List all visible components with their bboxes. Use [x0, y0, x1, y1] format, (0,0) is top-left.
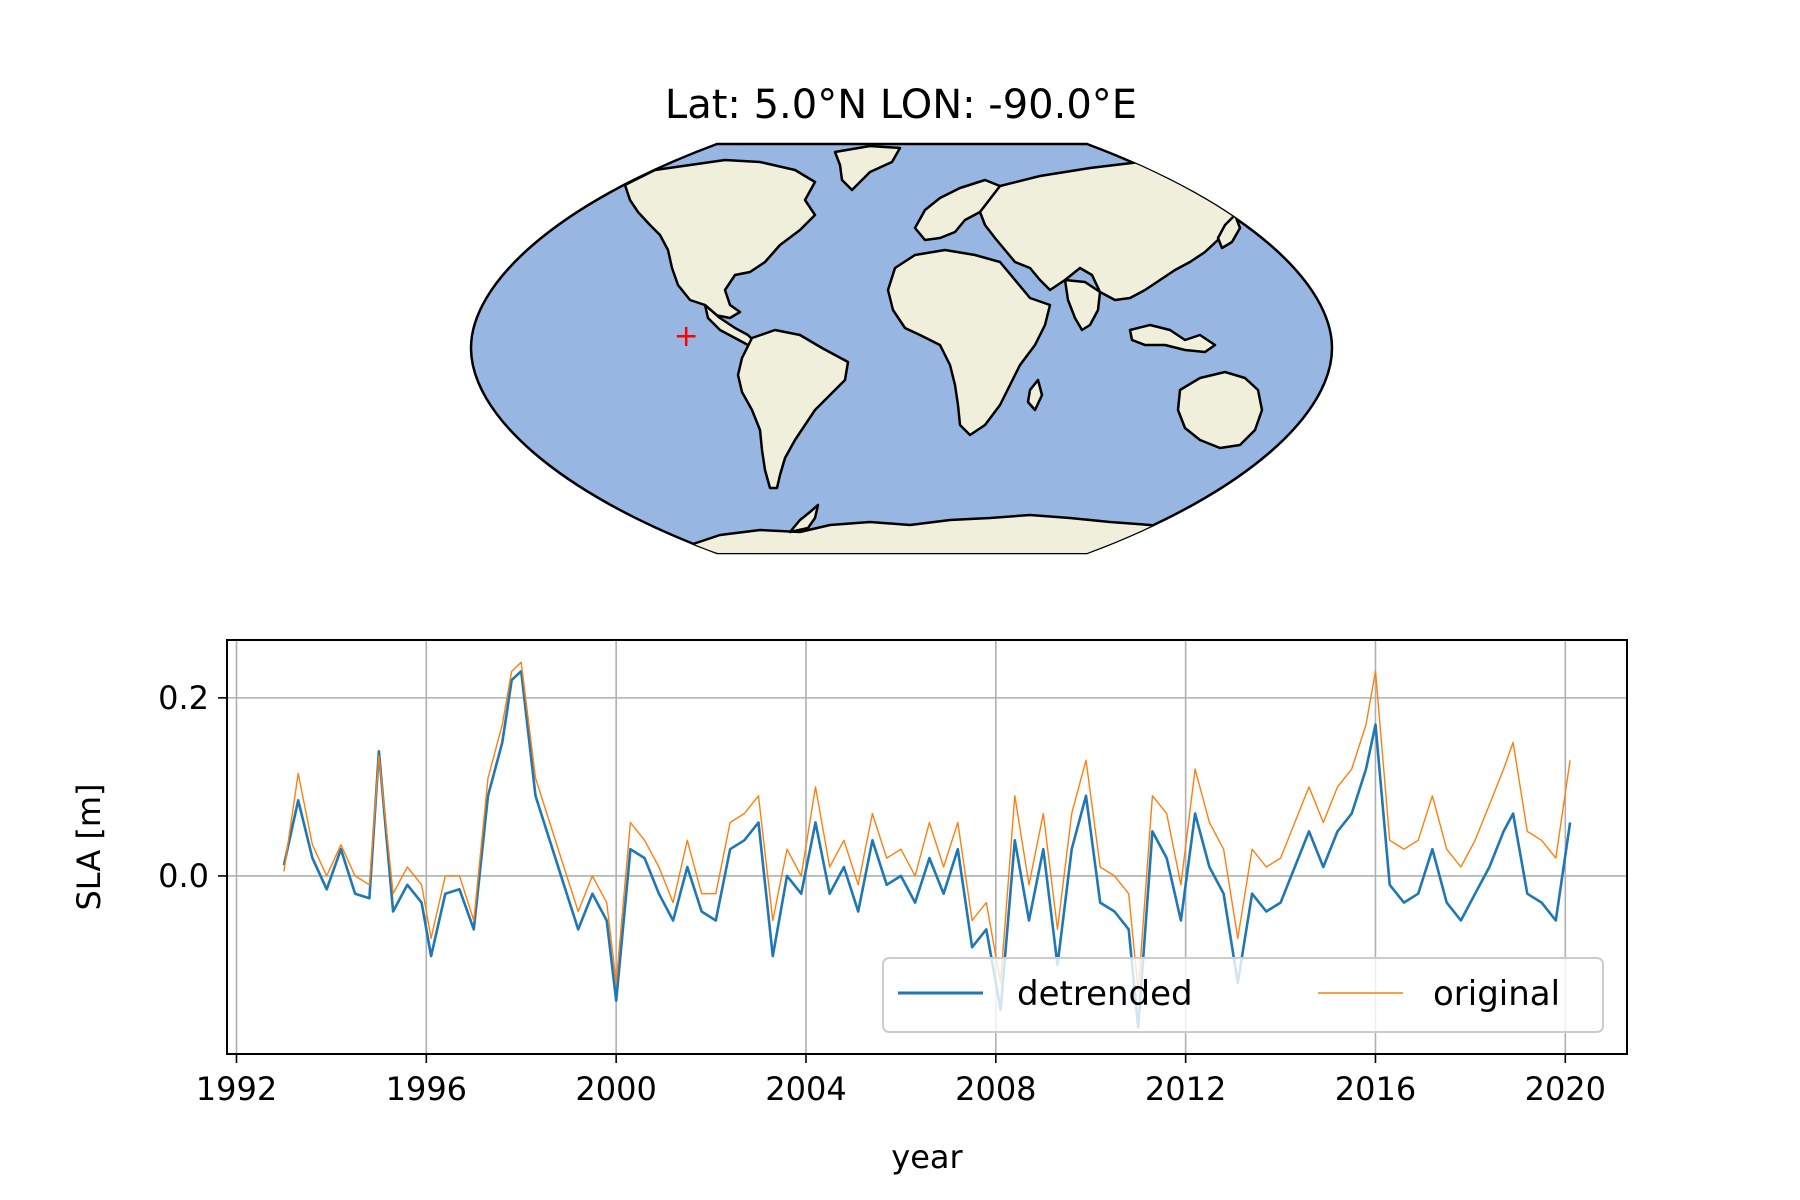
x-tick-label: 1992	[196, 1070, 277, 1108]
x-tick-label: 2020	[1525, 1070, 1606, 1108]
y-tick-label: 0.2	[158, 679, 209, 717]
north-america	[623, 158, 817, 320]
legend-box	[882, 957, 1604, 1033]
greenland	[833, 144, 902, 192]
x-tick-label: 2004	[765, 1070, 846, 1108]
x-tick-label: 2008	[955, 1070, 1036, 1108]
map-title: Lat: 5.0°N LON: -90.0°E	[665, 82, 1137, 128]
axes-frame	[226, 639, 1628, 1055]
series-line-detrended	[282, 669, 1572, 1029]
legend-label-original: original	[1433, 974, 1560, 1014]
indonesia	[1128, 323, 1217, 354]
map-land	[623, 144, 1302, 553]
x-tick-label: 2016	[1335, 1070, 1416, 1108]
sla-plot: 1992 1996 2000 2004 2008 2012 2016 2020 0.0 0.2 y…	[70, 639, 1628, 1176]
series-layer	[282, 661, 1572, 1029]
location-marker: +	[674, 319, 699, 354]
x-axis-label: year	[891, 1138, 963, 1176]
madagascar	[1026, 378, 1044, 412]
x-tick-label: 2012	[1145, 1070, 1226, 1108]
x-tick-label: 2000	[575, 1070, 656, 1108]
y-axis-label: SLA [m]	[70, 783, 108, 910]
antarctic-peninsula	[788, 503, 820, 534]
legend-label-detrended: detrended	[1017, 974, 1193, 1014]
australia	[1176, 370, 1264, 450]
south-america	[736, 328, 850, 490]
legend: detrended original	[882, 957, 1604, 1033]
x-tick-label: 1996	[386, 1070, 467, 1108]
series-line-original	[283, 661, 1571, 993]
location-marker-symbol: +	[674, 319, 699, 354]
new-zealand	[1280, 443, 1302, 472]
africa	[886, 248, 1052, 437]
world-map: +	[469, 142, 1334, 555]
ticks: 1992 1996 2000 2004 2008 2012 2016 2020 0.0 0.2	[158, 679, 1606, 1108]
y-tick-label: 0.0	[158, 857, 209, 895]
india	[1063, 278, 1102, 332]
